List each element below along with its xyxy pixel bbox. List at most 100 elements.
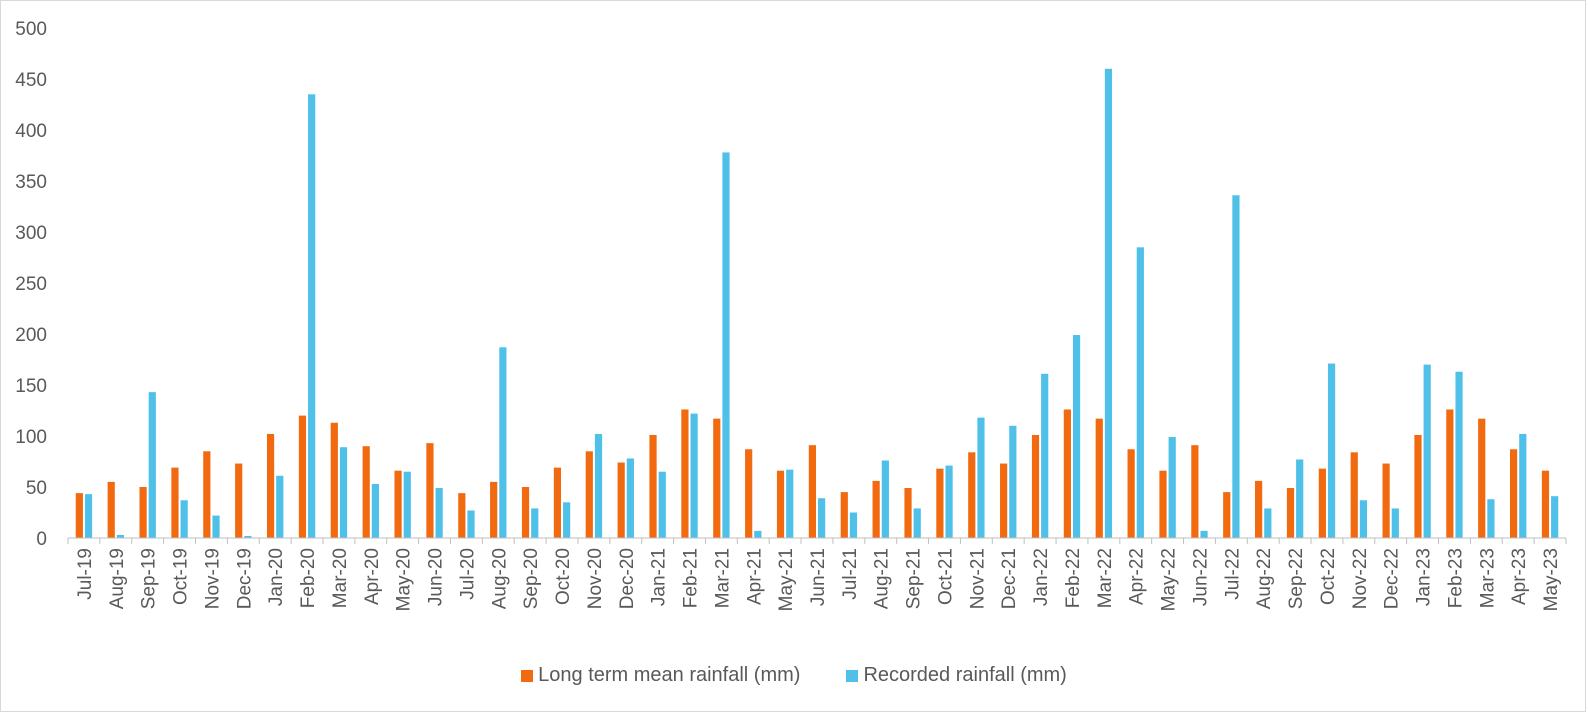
x-tick-label: Jul-22 [1222, 548, 1243, 600]
x-tick-label: Feb-21 [681, 548, 702, 608]
bars [75, 68, 1559, 539]
bar-long-term-mean [1063, 409, 1071, 538]
bar-long-term-mean [490, 481, 498, 538]
x-tick-label: Dec-21 [999, 548, 1020, 609]
y-tick-label: 50 [26, 478, 47, 499]
bar-long-term-mean [139, 487, 147, 538]
bar-recorded [1072, 335, 1081, 538]
bar-recorded [276, 475, 284, 538]
bar-recorded [1104, 68, 1113, 539]
legend-item-recorded: Recorded rainfall (mm) [846, 664, 1067, 687]
bar-long-term-mean [585, 451, 593, 538]
legend: Long term mean rainfall (mm) Recorded ra… [0, 664, 1588, 687]
bar-recorded [1423, 364, 1431, 538]
x-tick-label: Dec-20 [617, 548, 638, 609]
x-tick-label: Nov-20 [585, 548, 606, 609]
y-tick-label: 150 [15, 376, 47, 397]
bar-long-term-mean [1031, 434, 1040, 538]
x-tick-label: May-22 [1159, 548, 1180, 611]
x-tick-label: Jul-20 [457, 548, 478, 600]
bar-long-term-mean [1223, 492, 1231, 538]
bar-long-term-mean [1509, 449, 1518, 538]
bar-recorded [435, 488, 443, 538]
bar-long-term-mean [808, 445, 816, 538]
bar-long-term-mean [936, 468, 944, 538]
bar-long-term-mean [1414, 434, 1422, 538]
bar-recorded [531, 508, 539, 538]
bar-long-term-mean [1541, 470, 1550, 538]
x-tick-label: Jun-21 [808, 548, 829, 606]
bar-recorded [594, 433, 603, 538]
bar-recorded [1264, 508, 1272, 538]
y-tick-label: 300 [15, 223, 47, 244]
x-tick-label: Jan-22 [1031, 548, 1052, 606]
x-tick-label: Jun-20 [426, 548, 447, 606]
legend-item-long-term: Long term mean rainfall (mm) [521, 664, 800, 687]
bar-recorded [371, 483, 379, 538]
bar-recorded [1296, 459, 1304, 538]
x-tick-label: May-23 [1541, 548, 1562, 611]
x-tick-label: Feb-23 [1445, 548, 1466, 608]
x-tick-label: Mar-20 [330, 548, 351, 608]
legend-swatch-recorded [846, 669, 859, 682]
bar-recorded [1551, 496, 1559, 538]
bar-long-term-mean [107, 481, 115, 538]
x-tick-label: Nov-21 [967, 548, 988, 609]
bar-recorded [626, 458, 634, 538]
x-tick-label: Jul-19 [75, 548, 96, 600]
bar-recorded [467, 510, 475, 538]
legend-label-recorded: Recorded rainfall (mm) [863, 664, 1067, 686]
rainfall-bar-chart: 0 50 100 150 200 250 300 350 400 450 500 Jul-19 Aug… [15, 19, 1567, 611]
bar-recorded [786, 469, 794, 538]
bar-long-term-mean [745, 449, 753, 538]
bar-recorded [1391, 508, 1399, 538]
bar-recorded [212, 515, 220, 538]
x-tick-label: Oct-22 [1318, 548, 1339, 605]
x-tick-label: Jan-20 [266, 548, 287, 606]
bar-recorded [658, 471, 666, 538]
bar-recorded [308, 94, 316, 539]
x-tick-label: Sep-22 [1286, 548, 1307, 609]
x-tick-label: Jul-21 [840, 548, 861, 600]
bar-recorded [403, 471, 411, 538]
legend-label-long-term: Long term mean rainfall (mm) [538, 664, 801, 686]
bar-long-term-mean [203, 451, 211, 538]
bar-recorded [913, 508, 921, 538]
bar-recorded [1009, 425, 1017, 538]
bar-recorded [722, 152, 730, 538]
y-tick-label: 100 [15, 427, 47, 448]
x-tick-label: Mar-21 [712, 548, 733, 608]
legend-swatch-long-term [521, 669, 534, 682]
bar-long-term-mean [266, 433, 275, 538]
y-tick-label: 200 [15, 325, 47, 346]
x-tick-label: May-21 [776, 548, 797, 611]
x-tick-label: Feb-22 [1063, 548, 1084, 608]
x-tick-label: Jan-21 [649, 548, 670, 606]
bar-recorded [1327, 363, 1336, 538]
bar-long-term-mean [75, 493, 83, 538]
x-tick-label: Oct-20 [553, 548, 574, 605]
x-tick-label: Sep-21 [904, 548, 925, 609]
y-axis: 0 50 100 150 200 250 300 350 400 450 500 [15, 19, 47, 550]
bar-recorded [1168, 437, 1176, 538]
bar-recorded [1041, 373, 1049, 538]
x-tick-label: Sep-20 [521, 548, 542, 609]
bar-recorded [1136, 247, 1144, 539]
x-tick-label: Sep-19 [139, 548, 160, 609]
bar-recorded [1487, 499, 1495, 538]
y-tick-label: 450 [15, 70, 47, 91]
x-tick-label: Jan-23 [1414, 548, 1435, 606]
bar-long-term-mean [681, 409, 689, 538]
bar-long-term-mean [713, 418, 721, 538]
bar-long-term-mean [1286, 488, 1295, 538]
x-tick-label: Aug-19 [107, 548, 128, 609]
bar-long-term-mean [1159, 470, 1167, 538]
y-tick-label: 0 [36, 529, 47, 550]
bar-long-term-mean [1000, 463, 1008, 538]
bar-long-term-mean [617, 462, 625, 538]
x-tick-label: Apr-21 [744, 548, 765, 605]
bar-long-term-mean [776, 470, 785, 538]
bar-recorded [244, 535, 252, 538]
x-tick-label: Mar-23 [1477, 548, 1498, 608]
